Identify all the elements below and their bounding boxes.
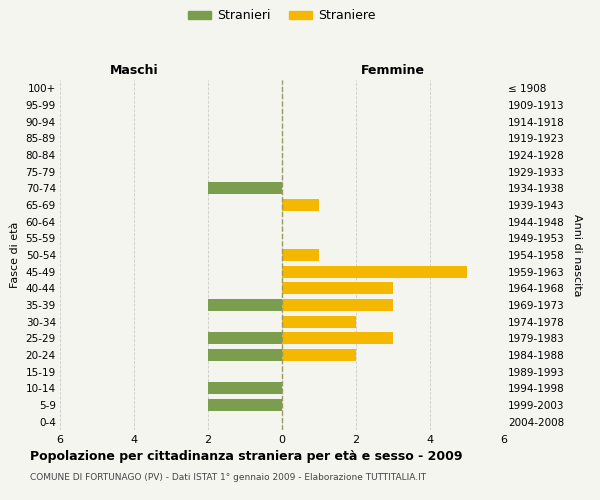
Bar — [282, 299, 393, 311]
Text: COMUNE DI FORTUNAGO (PV) - Dati ISTAT 1° gennaio 2009 - Elaborazione TUTTITALIA.: COMUNE DI FORTUNAGO (PV) - Dati ISTAT 1°… — [30, 472, 426, 482]
Text: Femmine: Femmine — [361, 64, 425, 78]
Y-axis label: Anni di nascita: Anni di nascita — [572, 214, 581, 296]
Bar — [282, 349, 356, 361]
Bar — [282, 332, 393, 344]
Bar — [282, 282, 393, 294]
Bar — [282, 266, 467, 278]
Legend: Stranieri, Straniere: Stranieri, Straniere — [188, 9, 376, 22]
Bar — [282, 199, 319, 211]
Bar — [282, 249, 319, 261]
Bar — [208, 299, 282, 311]
Bar — [208, 349, 282, 361]
Y-axis label: Fasce di età: Fasce di età — [10, 222, 20, 288]
Bar — [208, 182, 282, 194]
Bar — [282, 316, 356, 328]
Bar — [208, 399, 282, 411]
Bar — [208, 382, 282, 394]
Text: Popolazione per cittadinanza straniera per età e sesso - 2009: Popolazione per cittadinanza straniera p… — [30, 450, 463, 463]
Text: Maschi: Maschi — [110, 64, 158, 78]
Bar — [208, 332, 282, 344]
